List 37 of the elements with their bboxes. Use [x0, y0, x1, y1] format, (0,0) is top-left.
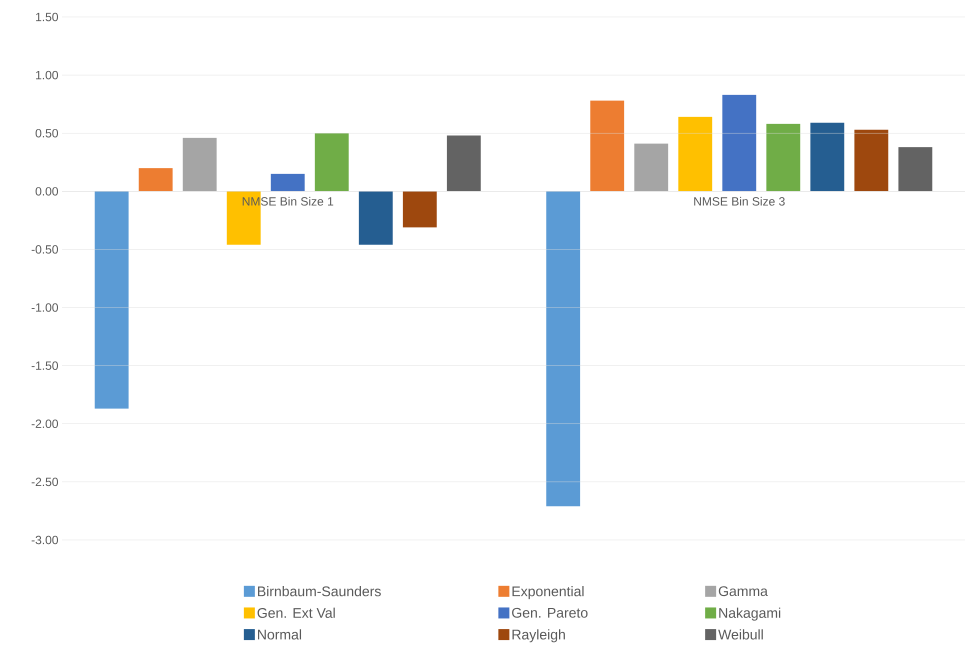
legend-label: Rayleigh: [512, 629, 565, 642]
y-tick-label: -2.00: [32, 420, 58, 428]
bar: [270, 174, 305, 192]
bar: [314, 133, 349, 192]
bar: [634, 144, 668, 192]
y-tick-label: -3.00: [32, 536, 58, 544]
y-tick-label: -1.50: [32, 361, 58, 370]
bar: [182, 138, 217, 192]
bar: [898, 147, 932, 192]
legend-label: Normal: [258, 629, 302, 640]
bar: [546, 191, 580, 506]
y-tick-label: -2.50: [32, 478, 58, 486]
bar: [358, 191, 393, 245]
bar: [94, 191, 129, 409]
x-tick-label: NMSE Bin Size 3: [694, 196, 785, 206]
bar: [810, 122, 844, 192]
y-tick-label: 0.00: [36, 187, 58, 196]
legend-label: Nakagami: [719, 608, 780, 621]
legend-label: Weibull: [718, 629, 763, 640]
y-tick-label: 0.50: [36, 128, 58, 138]
bar: [678, 116, 712, 192]
y-tick-label: -1.00: [32, 303, 58, 312]
y-tick-label: 1.50: [36, 12, 58, 22]
bar: [446, 136, 481, 192]
legend-label: Gen. Pareto: [512, 608, 588, 618]
bar: [722, 94, 756, 192]
legend-label: Gen. Ext Val: [258, 608, 335, 618]
y-tick-label: 1.00: [36, 70, 58, 80]
legend-label: Gamma: [718, 586, 768, 596]
bar: [590, 100, 624, 192]
bar: [138, 168, 173, 192]
legend-label: Birnbaum-Saunders: [258, 586, 381, 596]
bar: [854, 130, 888, 192]
legend-label: Exponential: [512, 586, 584, 600]
bar: [766, 124, 800, 192]
bar: [402, 191, 437, 228]
y-tick-label: -0.50: [32, 245, 58, 254]
